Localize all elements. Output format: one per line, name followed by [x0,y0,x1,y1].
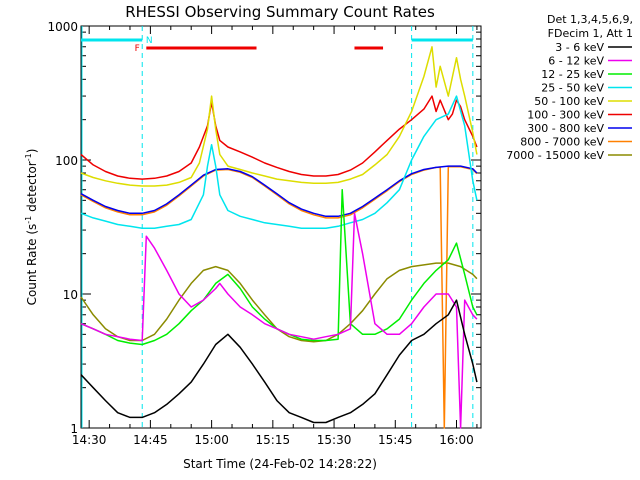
y-tick-label: 1 [70,422,78,436]
x-tick-label: 15:00 [194,433,229,447]
legend-entry-label: 25 - 50 keV [541,82,604,95]
x-axis: 14:30 14:45 15:00 15:15 15:30 15:45 16:00 [72,26,478,447]
y-axis: 1 10 100 1000 [47,20,481,436]
legend-entry-label: 7000 - 15000 keV [506,149,604,162]
x-tick-label: 14:45 [133,433,168,447]
series-line-7000-15000-kev [80,262,478,343]
x-tick-label: 16:00 [439,433,474,447]
x-tick-label: 15:45 [378,433,413,447]
series-line-100-300-kev [80,95,478,180]
legend-entry-label: 6 - 12 keV [548,55,604,68]
annotations: NF [81,26,474,428]
y-axis-label-part2: detector [25,161,39,216]
x-tick-label: 15:30 [317,433,352,447]
legend: Det 1,3,4,5,6,9, FDecim 1, Att 1 3 - 6 k… [506,13,633,162]
legend-header-line2: FDecim 1, Att 1 [548,27,633,40]
x-tick-label: 15:15 [256,433,291,447]
y-tick-label: 1000 [47,20,78,34]
legend-entry-label: 12 - 25 keV [541,68,604,81]
series-line-800-7000-kev [80,166,478,429]
y-axis-label-sup2: -1 [24,153,33,161]
y-tick-label: 100 [55,154,78,168]
legend-entry-label: 100 - 300 keV [527,109,604,122]
flare-flag-label: F [135,44,140,54]
y-axis-label-part3: ) [25,149,39,154]
y-tick-label: 10 [63,288,78,302]
series-line-6-12-kev [80,212,478,429]
series-line-12-25-kev [80,188,478,346]
legend-entry-label: 800 - 7000 keV [520,136,604,149]
legend-entry-label: 300 - 800 keV [527,122,604,135]
series-line-3-6-kev [80,299,478,424]
legend-header-line1: Det 1,3,4,5,6,9, [547,13,633,26]
y-axis-label: Count Rate (s-1 detector-1) [24,149,39,306]
y-axis-label-sup1: -1 [24,216,33,224]
plot-frame [80,25,482,429]
y-axis-label-part1: Count Rate (s [25,224,39,306]
series-line-25-50-kev [80,95,478,229]
x-tick-label: 14:30 [72,433,107,447]
legend-entry-label: 50 - 100 keV [534,95,604,108]
chart-title: RHESSI Observing Summary Count Rates [125,3,435,21]
legend-entry-label: 3 - 6 keV [555,41,604,54]
series-line-300-800-kev [80,165,478,218]
series-line-50-100-kev [80,46,478,187]
series-lines [80,46,478,429]
night-flag-label: N [146,36,153,46]
x-axis-label: Start Time (24-Feb-02 14:28:22) [183,457,377,471]
